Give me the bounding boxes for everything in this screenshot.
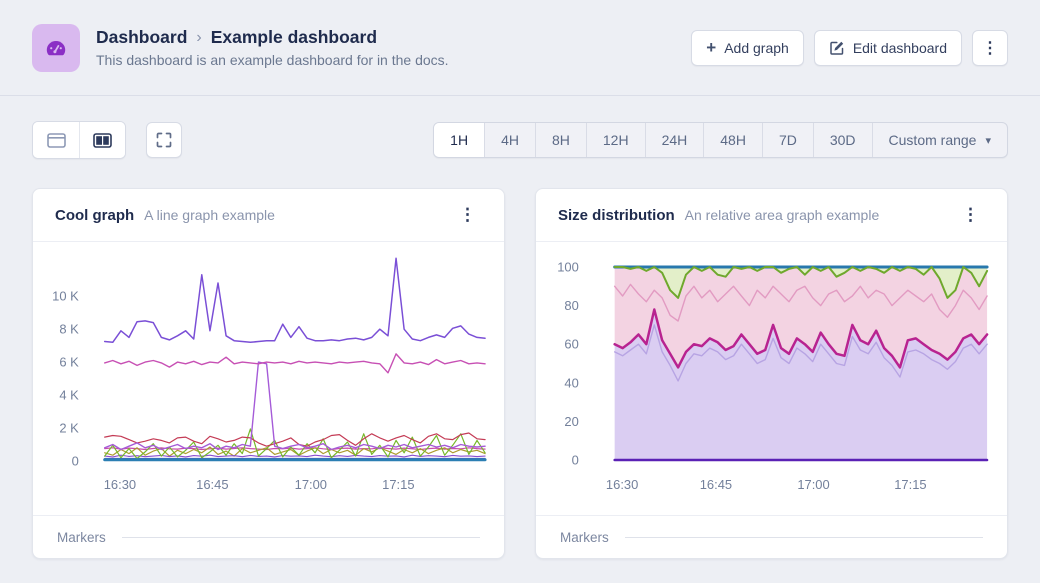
svg-text:100: 100: [557, 259, 579, 274]
svg-text:8 K: 8 K: [59, 322, 79, 337]
plus-icon: +: [706, 37, 717, 57]
time-range-12h[interactable]: 12H: [585, 123, 645, 157]
svg-text:17:15: 17:15: [382, 477, 414, 492]
panel-kebab-button[interactable]: ⋮: [453, 201, 482, 229]
panel-title: Cool graph: [55, 206, 135, 224]
panel-footer: Markers: [536, 515, 1007, 558]
svg-text:6 K: 6 K: [59, 355, 79, 370]
breadcrumb: Dashboard › Example dashboard: [96, 27, 449, 48]
svg-text:0: 0: [572, 452, 579, 467]
panel-subtitle: A line graph example: [144, 207, 275, 223]
time-range-24h[interactable]: 24H: [644, 123, 704, 157]
app-header: Dashboard › Example dashboard This dashb…: [0, 0, 1040, 96]
svg-text:10 K: 10 K: [52, 289, 79, 304]
panel-header: Size distribution An relative area graph…: [536, 189, 1007, 242]
panel-footer: Markers: [33, 515, 504, 558]
size-distribution-chart[interactable]: 100 80 60 40 20 0 16:30 16:45 17:00 17:15: [536, 242, 1007, 515]
custom-range-button[interactable]: Custom range ▾: [871, 123, 1007, 157]
markers-label: Markers: [57, 529, 106, 545]
time-range-30d[interactable]: 30D: [812, 123, 872, 157]
time-range-8h[interactable]: 8H: [534, 123, 586, 157]
panel-kebab-button[interactable]: ⋮: [956, 201, 985, 229]
layout-toggle-group: [32, 121, 126, 159]
svg-text:16:30: 16:30: [606, 477, 638, 492]
toolbar: 1H 4H 8H 12H 24H 48H 7D 30D Custom range ▾: [32, 121, 1008, 159]
svg-text:4 K: 4 K: [59, 388, 79, 403]
header-kebab-button[interactable]: ⋮: [972, 29, 1008, 66]
svg-text:60: 60: [564, 337, 578, 352]
time-range-48h[interactable]: 48H: [703, 123, 762, 157]
custom-range-label: Custom range: [888, 132, 977, 148]
dashboard-panels: Cool graph A line graph example ⋮ 10 K 8 …: [32, 188, 1008, 559]
svg-text:16:30: 16:30: [104, 477, 136, 492]
panel-header: Cool graph A line graph example ⋮: [33, 189, 504, 242]
svg-text:17:00: 17:00: [295, 477, 327, 492]
breadcrumb-root[interactable]: Dashboard: [96, 27, 188, 47]
svg-text:20: 20: [564, 414, 578, 429]
panel-size-distribution: Size distribution An relative area graph…: [535, 188, 1008, 559]
fullscreen-button[interactable]: [146, 122, 182, 158]
two-column-view-button[interactable]: [79, 122, 125, 158]
single-column-view-button[interactable]: [33, 122, 79, 158]
time-range-group: 1H 4H 8H 12H 24H 48H 7D 30D Custom range ▾: [433, 122, 1008, 158]
time-range-7d[interactable]: 7D: [761, 123, 813, 157]
svg-text:2 K: 2 K: [59, 420, 79, 435]
time-range-4h[interactable]: 4H: [484, 123, 535, 157]
edit-pencil-icon: [829, 40, 845, 56]
markers-timeline[interactable]: [121, 536, 480, 538]
svg-text:16:45: 16:45: [196, 477, 228, 492]
panel-title: Size distribution: [558, 206, 675, 224]
svg-text:0: 0: [72, 453, 79, 468]
dashboard-gauge-icon: [32, 23, 80, 72]
fullscreen-icon: [156, 132, 172, 148]
svg-text:17:00: 17:00: [797, 477, 829, 492]
svg-text:16:45: 16:45: [700, 477, 732, 492]
add-graph-button[interactable]: + Add graph: [691, 29, 804, 66]
panel-subtitle: An relative area graph example: [684, 207, 880, 223]
breadcrumb-separator: ›: [196, 28, 202, 46]
kebab-icon: ⋮: [982, 39, 998, 57]
edit-dashboard-label: Edit dashboard: [852, 39, 947, 56]
svg-text:80: 80: [564, 298, 578, 313]
cool-graph-chart[interactable]: 10 K 8 K 6 K 4 K 2 K 0 16:30 16:45 17:00 17:15: [33, 242, 504, 515]
chevron-down-icon: ▾: [985, 134, 991, 147]
markers-label: Markers: [560, 529, 609, 545]
svg-text:40: 40: [564, 375, 578, 390]
svg-text:17:15: 17:15: [894, 477, 926, 492]
dashboard-description: This dashboard is an example dashboard f…: [96, 52, 449, 68]
panel-cool-graph: Cool graph A line graph example ⋮ 10 K 8 …: [32, 188, 505, 559]
edit-dashboard-button[interactable]: Edit dashboard: [813, 29, 962, 66]
markers-timeline[interactable]: [624, 536, 983, 538]
time-range-1h[interactable]: 1H: [434, 123, 485, 157]
add-graph-label: Add graph: [724, 39, 789, 56]
breadcrumb-current: Example dashboard: [210, 27, 378, 47]
